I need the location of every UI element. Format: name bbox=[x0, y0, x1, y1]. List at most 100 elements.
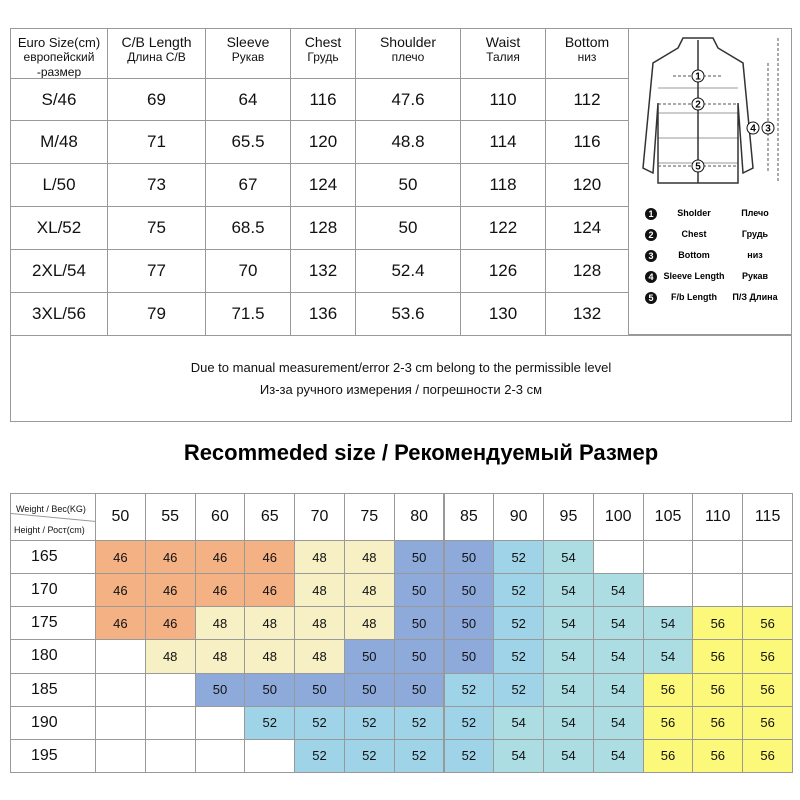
marker-number: 5 bbox=[695, 162, 701, 173]
weight-header: 90 bbox=[493, 493, 545, 541]
size-cell: 54 bbox=[592, 738, 644, 773]
table-cell: 110 bbox=[460, 78, 546, 121]
size-cell: 56 bbox=[692, 738, 744, 773]
weight-label: Weight / Вес(KG) bbox=[16, 504, 86, 514]
size-cell: 50 bbox=[443, 639, 495, 674]
jacket-diagram: 1 2 34 5 bbox=[642, 37, 779, 184]
table-cell: 132 bbox=[545, 292, 629, 336]
header-text: Bottom bbox=[564, 34, 610, 50]
table-cell: 122 bbox=[460, 206, 546, 250]
table-cell: 2XL/54 bbox=[10, 249, 108, 293]
legend-label: Chest bbox=[681, 229, 707, 239]
size-cell bbox=[742, 573, 793, 608]
marker-number: 4 bbox=[750, 124, 756, 135]
size-cell bbox=[244, 738, 296, 773]
weight-header: 65 bbox=[244, 493, 296, 541]
table-cell: 118 bbox=[460, 163, 546, 207]
size-cell bbox=[95, 705, 146, 740]
corner-diagonal bbox=[11, 513, 96, 522]
table-cell: 116 bbox=[545, 120, 629, 164]
header-text: Рукав bbox=[231, 50, 265, 64]
size-cell: 56 bbox=[742, 738, 793, 773]
note-text: Из-за ручного измерения / погрешности 2-… bbox=[259, 381, 543, 397]
table-cell: 136 bbox=[290, 292, 356, 336]
size-cell: 50 bbox=[393, 672, 445, 707]
size-cell bbox=[592, 540, 644, 575]
size-cell: 48 bbox=[144, 639, 196, 674]
size-cell: 50 bbox=[294, 672, 345, 707]
size-cell: 52 bbox=[294, 705, 345, 740]
table-cell: 75 bbox=[107, 206, 206, 250]
size-cell: 56 bbox=[642, 738, 694, 773]
size-cell: 50 bbox=[393, 639, 445, 674]
table-cell: 130 bbox=[460, 292, 546, 336]
size-cell: 56 bbox=[642, 705, 694, 740]
size-cell: 48 bbox=[294, 573, 345, 608]
header-text: Талия bbox=[486, 50, 520, 64]
size-cell: 50 bbox=[443, 540, 495, 575]
table-cell: 65.5 bbox=[205, 120, 291, 164]
size-cell: 54 bbox=[592, 573, 644, 608]
header-text: C/B Length bbox=[121, 34, 192, 50]
height-header: 195 bbox=[10, 738, 96, 773]
legend-label: F/b Length bbox=[671, 292, 717, 302]
size-cell: 46 bbox=[95, 606, 146, 641]
size-cell bbox=[194, 738, 246, 773]
size-cell bbox=[642, 540, 694, 575]
table-cell: 64 bbox=[205, 78, 291, 121]
size-cell bbox=[194, 705, 246, 740]
size-cell: 48 bbox=[294, 639, 345, 674]
size-cell: 46 bbox=[95, 540, 146, 575]
size-cell bbox=[95, 672, 146, 707]
size-cell: 56 bbox=[642, 672, 694, 707]
size-cell: 50 bbox=[343, 672, 395, 707]
size-cell bbox=[692, 573, 744, 608]
height-header: 175 bbox=[10, 606, 96, 641]
table-cell: 128 bbox=[290, 206, 356, 250]
legend-number: 3 bbox=[645, 250, 657, 262]
size-cell: 48 bbox=[194, 606, 246, 641]
table-cell: XL/52 bbox=[10, 206, 108, 250]
size-cell: 46 bbox=[194, 573, 246, 608]
size-cell: 56 bbox=[692, 705, 744, 740]
table-cell: 124 bbox=[290, 163, 356, 207]
table-cell: 132 bbox=[290, 249, 356, 293]
size-cell: 52 bbox=[343, 705, 395, 740]
size-cell: 52 bbox=[493, 573, 545, 608]
table-cell: 53.6 bbox=[355, 292, 461, 336]
size-cell: 46 bbox=[244, 540, 296, 575]
size-cell: 56 bbox=[742, 606, 793, 641]
section-title: Recommeded size / Рекомендуемый Размер bbox=[183, 440, 659, 465]
header-text: Длина С/В bbox=[127, 50, 186, 64]
legend-label: Sholder bbox=[677, 208, 711, 218]
table-cell: 116 bbox=[290, 78, 356, 121]
table-cell: 69 bbox=[107, 78, 206, 121]
weight-header: 80 bbox=[393, 493, 445, 541]
size-cell: 46 bbox=[144, 573, 196, 608]
header-cell: Sleeve Рукав bbox=[205, 28, 291, 79]
size-cell: 54 bbox=[592, 672, 644, 707]
size-cell: 56 bbox=[692, 606, 744, 641]
size-cell: 46 bbox=[95, 573, 146, 608]
size-cell: 54 bbox=[543, 705, 594, 740]
table-cell: 48.8 bbox=[355, 120, 461, 164]
marker-number: 2 bbox=[695, 100, 701, 111]
size-cell: 46 bbox=[244, 573, 296, 608]
height-label: Height / Рост(cm) bbox=[14, 525, 85, 535]
height-header: 170 bbox=[10, 573, 96, 608]
size-cell: 56 bbox=[742, 672, 793, 707]
size-cell: 50 bbox=[443, 606, 495, 641]
size-cell: 52 bbox=[493, 606, 545, 641]
size-cell: 52 bbox=[443, 738, 495, 773]
diagram-marker: 4 bbox=[746, 121, 760, 135]
size-cell: 56 bbox=[742, 639, 793, 674]
header-text: Euro Size(cm) bbox=[17, 35, 101, 50]
legend-label-ru: низ bbox=[747, 250, 763, 260]
size-cell: 50 bbox=[393, 540, 445, 575]
size-cell: 52 bbox=[493, 540, 545, 575]
weight-header: 70 bbox=[294, 493, 345, 541]
table-cell: 52.4 bbox=[355, 249, 461, 293]
size-cell: 54 bbox=[642, 639, 694, 674]
size-cell bbox=[742, 540, 793, 575]
diagram-marker: 5 bbox=[691, 159, 705, 173]
